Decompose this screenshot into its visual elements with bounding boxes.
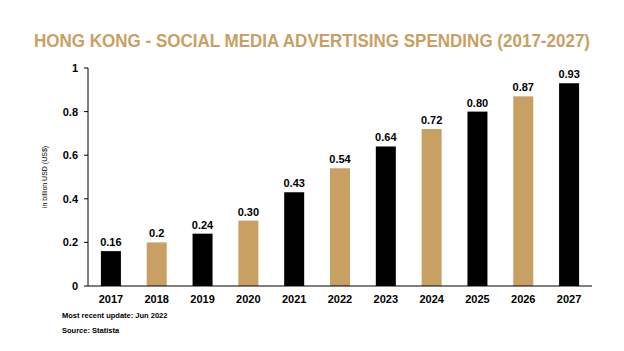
x-tick-label: 2018 — [144, 293, 168, 305]
bar — [193, 234, 213, 286]
y-ticks: 0 0.2 0.4 0.6 0.8 1 — [63, 62, 88, 292]
data-label: 0.54 — [329, 153, 351, 165]
y-axis-label: in billion USD (US$) — [41, 146, 49, 208]
data-label: 0.24 — [192, 219, 214, 231]
bar — [238, 221, 258, 286]
x-tick-label: 2022 — [328, 293, 352, 305]
y-tick — [84, 68, 88, 69]
x-tick-label: 2021 — [282, 293, 306, 305]
background — [0, 0, 624, 351]
x-tick-label: 2024 — [419, 293, 444, 305]
bar — [376, 146, 396, 286]
data-label: 0.93 — [558, 68, 579, 80]
annotation: Source: Statista — [62, 326, 120, 335]
chart-title: HONG KONG - SOCIAL MEDIA ADVERTISING SPE… — [34, 31, 590, 51]
y-axis-line — [88, 68, 89, 286]
x-ticks: 2017 2018 2019 2020 2021 2022 2023 2024 2025 2026… — [99, 293, 582, 305]
y-tick-label: 1 — [72, 62, 78, 74]
bar — [467, 112, 487, 286]
bar — [330, 168, 350, 286]
x-tick-label: 2017 — [99, 293, 123, 305]
labels: 0.16 0.2 0.24 0.30 0.43 0.54 0.64 0.72 0.80 0.87 0… — [100, 68, 580, 248]
y-tick-label: 0 — [72, 280, 78, 292]
x-tick-label: 2027 — [557, 293, 581, 305]
y-tick-label: 0.2 — [63, 236, 78, 248]
bar — [513, 96, 533, 286]
data-label: 0.30 — [238, 206, 259, 218]
y-tick-label: 0.8 — [63, 106, 78, 118]
data-label: 0.87 — [513, 81, 534, 93]
bar — [559, 83, 579, 286]
chart-container: HONG KONG - SOCIAL MEDIA ADVERTISING SPE… — [0, 0, 624, 351]
bar — [422, 129, 442, 286]
bar — [101, 251, 121, 286]
bars — [101, 83, 579, 286]
y-tick-label: 0.4 — [63, 193, 79, 205]
y-tick-label: 0.6 — [63, 149, 78, 161]
annotation: Most recent update: Jun 2022 — [62, 311, 167, 320]
bar — [284, 192, 304, 286]
x-tick-label: 2025 — [465, 293, 489, 305]
data-label: 0.16 — [100, 236, 121, 248]
x-tick-label: 2023 — [374, 293, 398, 305]
chart-svg: HONG KONG - SOCIAL MEDIA ADVERTISING SPE… — [0, 0, 624, 351]
data-label: 0.43 — [283, 177, 304, 189]
x-tick-label: 2026 — [511, 293, 535, 305]
x-tick-label: 2020 — [236, 293, 260, 305]
y-tick — [84, 242, 88, 243]
y-tick — [84, 198, 88, 199]
data-label: 0.72 — [421, 114, 442, 126]
data-label: 0.80 — [467, 97, 488, 109]
data-label: 0.64 — [375, 131, 397, 143]
x-axis-line — [88, 286, 592, 287]
y-tick — [84, 286, 88, 287]
data-label: 0.2 — [149, 227, 164, 239]
y-tick — [84, 111, 88, 112]
x-tick-label: 2019 — [190, 293, 214, 305]
y-tick — [84, 155, 88, 156]
bar — [147, 242, 167, 286]
